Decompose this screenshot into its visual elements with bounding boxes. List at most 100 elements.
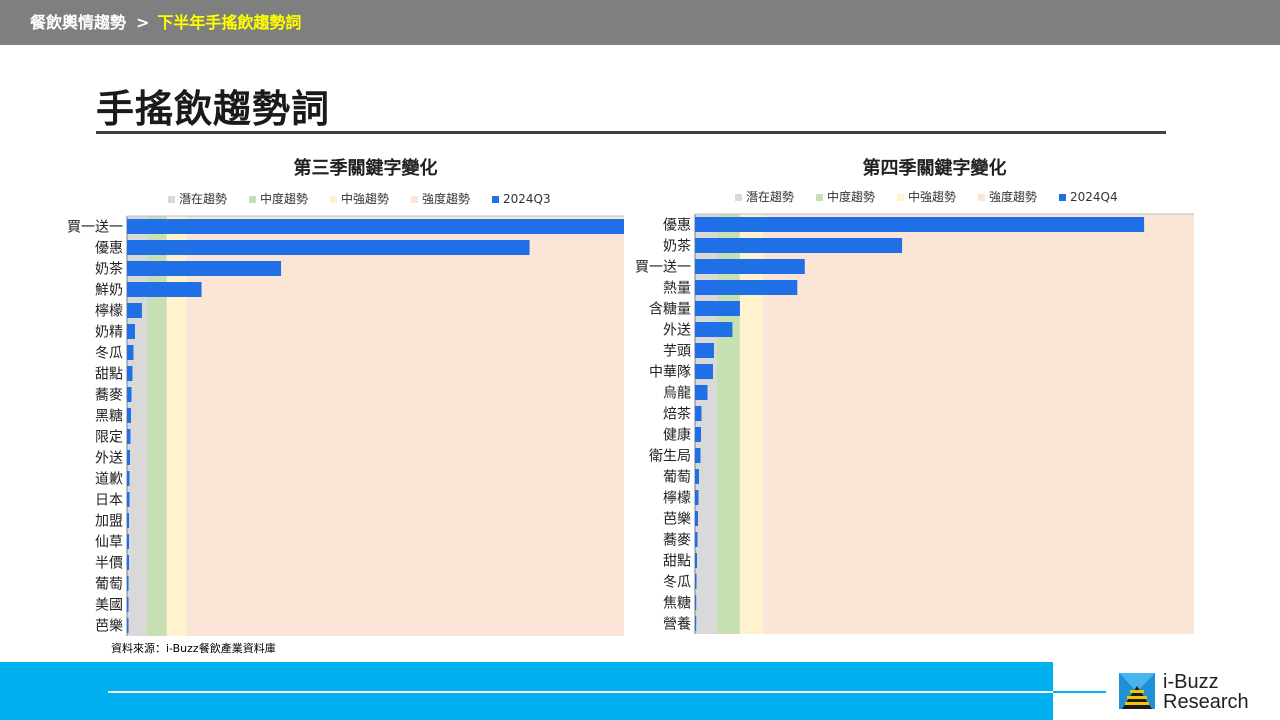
category-label: 檸檬 — [663, 491, 691, 507]
bar — [127, 219, 624, 234]
legend-label: 中強趨勢 — [341, 191, 389, 206]
bar — [127, 366, 133, 381]
category-label: 優惠 — [95, 241, 123, 257]
legend-label: 2024Q3 — [503, 192, 551, 206]
breadcrumb-current: 下半年手搖飲趨勢詞 — [157, 13, 302, 32]
category-label: 營養 — [663, 616, 691, 633]
legend-swatch — [249, 196, 256, 203]
title-divider — [96, 131, 1166, 134]
bar — [695, 532, 698, 547]
bar — [127, 408, 131, 423]
zone-medium-strong — [739, 214, 763, 634]
zone-strong — [762, 214, 1194, 634]
category-label: 限定 — [95, 430, 123, 446]
category-label: 買一送一 — [67, 220, 123, 236]
legend-swatch — [411, 196, 418, 203]
legend-swatch — [897, 194, 904, 201]
legend-label: 中度趨勢 — [827, 189, 875, 204]
zone-latent — [695, 214, 717, 634]
bar — [695, 280, 798, 295]
legend-label: 潛在趨勢 — [179, 191, 227, 206]
category-label: 奶茶 — [95, 262, 123, 278]
category-label: 外送 — [95, 451, 123, 467]
brand-line-1: i-Buzz — [1163, 671, 1219, 693]
legend-swatch — [1059, 194, 1066, 201]
zone-medium-strong — [166, 216, 187, 636]
bar — [127, 618, 129, 633]
legend-swatch — [168, 196, 175, 203]
footer-divider-extension — [1053, 691, 1106, 693]
category-label: 仙草 — [95, 535, 123, 551]
zone-moderate — [146, 216, 167, 636]
bar — [127, 597, 129, 612]
category-label: 焙茶 — [663, 407, 691, 423]
breadcrumb: 餐飲輿情趨勢 > 下半年手搖飲趨勢詞 — [30, 0, 301, 45]
bar — [695, 448, 701, 463]
legend-swatch — [978, 194, 985, 201]
category-label: 冬瓜 — [663, 575, 691, 591]
bar — [695, 574, 697, 589]
footer-divider — [108, 691, 1106, 693]
legend-label: 潛在趨勢 — [746, 189, 794, 204]
bar — [127, 450, 130, 465]
bar — [127, 282, 202, 297]
bar — [127, 555, 129, 570]
category-label: 葡萄 — [663, 470, 691, 486]
bar — [127, 534, 129, 549]
category-label: 加盟 — [95, 514, 123, 530]
zone-latent — [127, 216, 147, 636]
category-label: 熱量 — [663, 281, 691, 297]
zone-moderate — [716, 214, 740, 634]
category-label: 中華隊 — [649, 365, 691, 381]
category-label: 芭樂 — [95, 618, 123, 635]
bar — [695, 343, 714, 358]
legend-label: 強度趨勢 — [422, 191, 470, 206]
source-note: 資料來源：i-Buzz餐飲產業資料庫 — [111, 642, 276, 655]
bar — [695, 406, 702, 421]
bar — [695, 385, 708, 400]
category-label: 衛生局 — [649, 449, 691, 465]
bar — [127, 240, 530, 255]
bar — [695, 322, 733, 337]
bar — [695, 217, 1145, 232]
bar — [695, 259, 805, 274]
category-label: 甜點 — [95, 367, 123, 383]
category-label: 芋頭 — [663, 344, 691, 360]
category-label: 健康 — [663, 427, 691, 444]
category-label: 半價 — [95, 555, 123, 572]
bar — [695, 616, 697, 631]
legend-swatch — [816, 194, 823, 201]
bar — [127, 576, 129, 591]
bar — [127, 387, 132, 402]
legend-swatch — [492, 196, 499, 203]
bar — [127, 513, 129, 528]
category-label: 買一送一 — [635, 260, 691, 276]
bar — [695, 301, 740, 316]
bar — [695, 469, 699, 484]
zone-strong — [186, 216, 624, 636]
chart-title: 第三季關鍵字變化 — [294, 157, 438, 179]
chart-q4: 第四季關鍵字變化 潛在趨勢 中度趨勢 中強趨勢 強度趨勢 2024Q4 優惠 奶茶 買一送一 熱量… — [620, 150, 1200, 640]
brand-name: i-Buzz Research — [1163, 672, 1249, 712]
bar — [127, 492, 130, 507]
category-label: 奶茶 — [663, 239, 691, 255]
bar — [695, 238, 903, 253]
legend-swatch — [735, 194, 742, 201]
breadcrumb-root[interactable]: 餐飲輿情趨勢 — [30, 13, 127, 32]
bar — [127, 345, 134, 360]
category-label: 奶精 — [95, 325, 123, 341]
legend-label: 中度趨勢 — [260, 191, 308, 206]
legend-label: 強度趨勢 — [989, 189, 1037, 204]
category-label: 含糖量 — [649, 302, 691, 318]
bar — [127, 471, 130, 486]
page-title: 手搖飲趨勢詞 — [96, 87, 331, 131]
category-label: 鮮奶 — [95, 283, 123, 299]
category-label: 美國 — [95, 598, 123, 614]
category-label: 烏龍 — [663, 385, 691, 402]
bar — [695, 595, 697, 610]
bar — [695, 553, 697, 568]
breadcrumb-separator: > — [136, 13, 150, 32]
bar — [695, 511, 698, 526]
